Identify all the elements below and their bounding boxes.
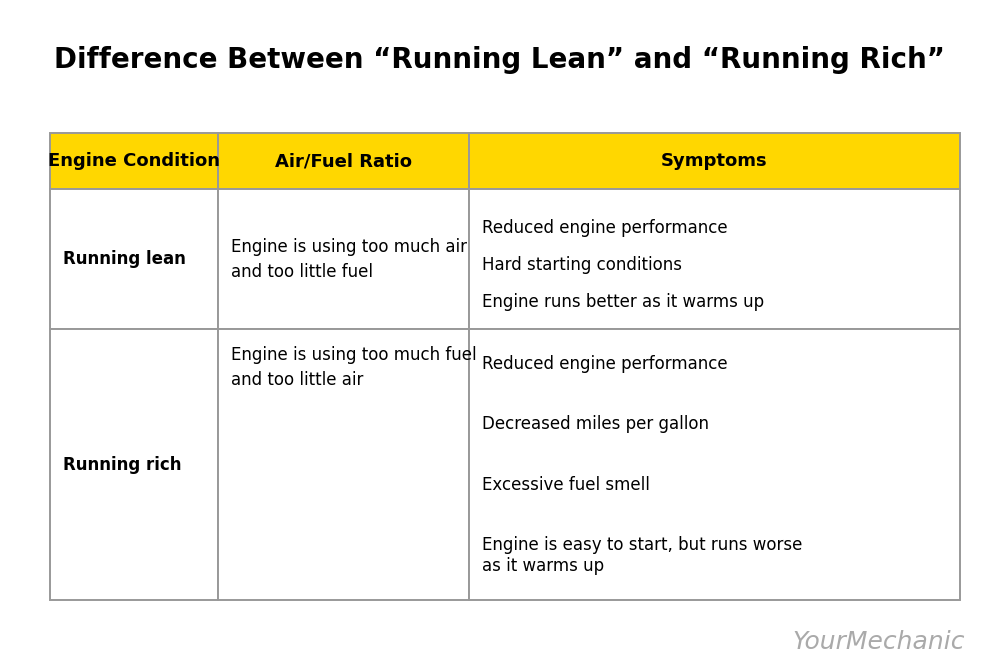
Bar: [50, 189, 218, 329]
Text: Reduced engine performance: Reduced engine performance: [482, 219, 727, 237]
Text: Running lean: Running lean: [63, 251, 186, 268]
Bar: [469, 133, 960, 189]
Bar: [218, 329, 469, 600]
Bar: [50, 329, 218, 600]
Text: Hard starting conditions: Hard starting conditions: [482, 256, 682, 274]
Text: Air/Fuel Ratio: Air/Fuel Ratio: [275, 153, 412, 170]
Bar: [50, 133, 218, 189]
Text: Engine is using too much air
and too little fuel: Engine is using too much air and too lit…: [231, 238, 467, 281]
Text: Engine Condition: Engine Condition: [48, 153, 220, 170]
Text: Engine is easy to start, but runs worse
as it warms up: Engine is easy to start, but runs worse …: [482, 536, 802, 574]
Text: Decreased miles per gallon: Decreased miles per gallon: [482, 416, 709, 434]
Bar: [469, 189, 960, 329]
Text: Engine is using too much fuel
and too little air: Engine is using too much fuel and too li…: [231, 346, 477, 389]
Text: Excessive fuel smell: Excessive fuel smell: [482, 476, 649, 494]
Text: Symptoms: Symptoms: [661, 153, 768, 170]
Text: Reduced engine performance: Reduced engine performance: [482, 356, 727, 374]
Bar: [218, 133, 469, 189]
Bar: [469, 329, 960, 600]
Text: Running rich: Running rich: [63, 456, 182, 474]
Bar: [218, 189, 469, 329]
Text: YourMechanic: YourMechanic: [792, 630, 965, 654]
Text: Difference Between “Running Lean” and “Running Rich”: Difference Between “Running Lean” and “R…: [54, 46, 946, 74]
Text: Engine runs better as it warms up: Engine runs better as it warms up: [482, 293, 764, 311]
